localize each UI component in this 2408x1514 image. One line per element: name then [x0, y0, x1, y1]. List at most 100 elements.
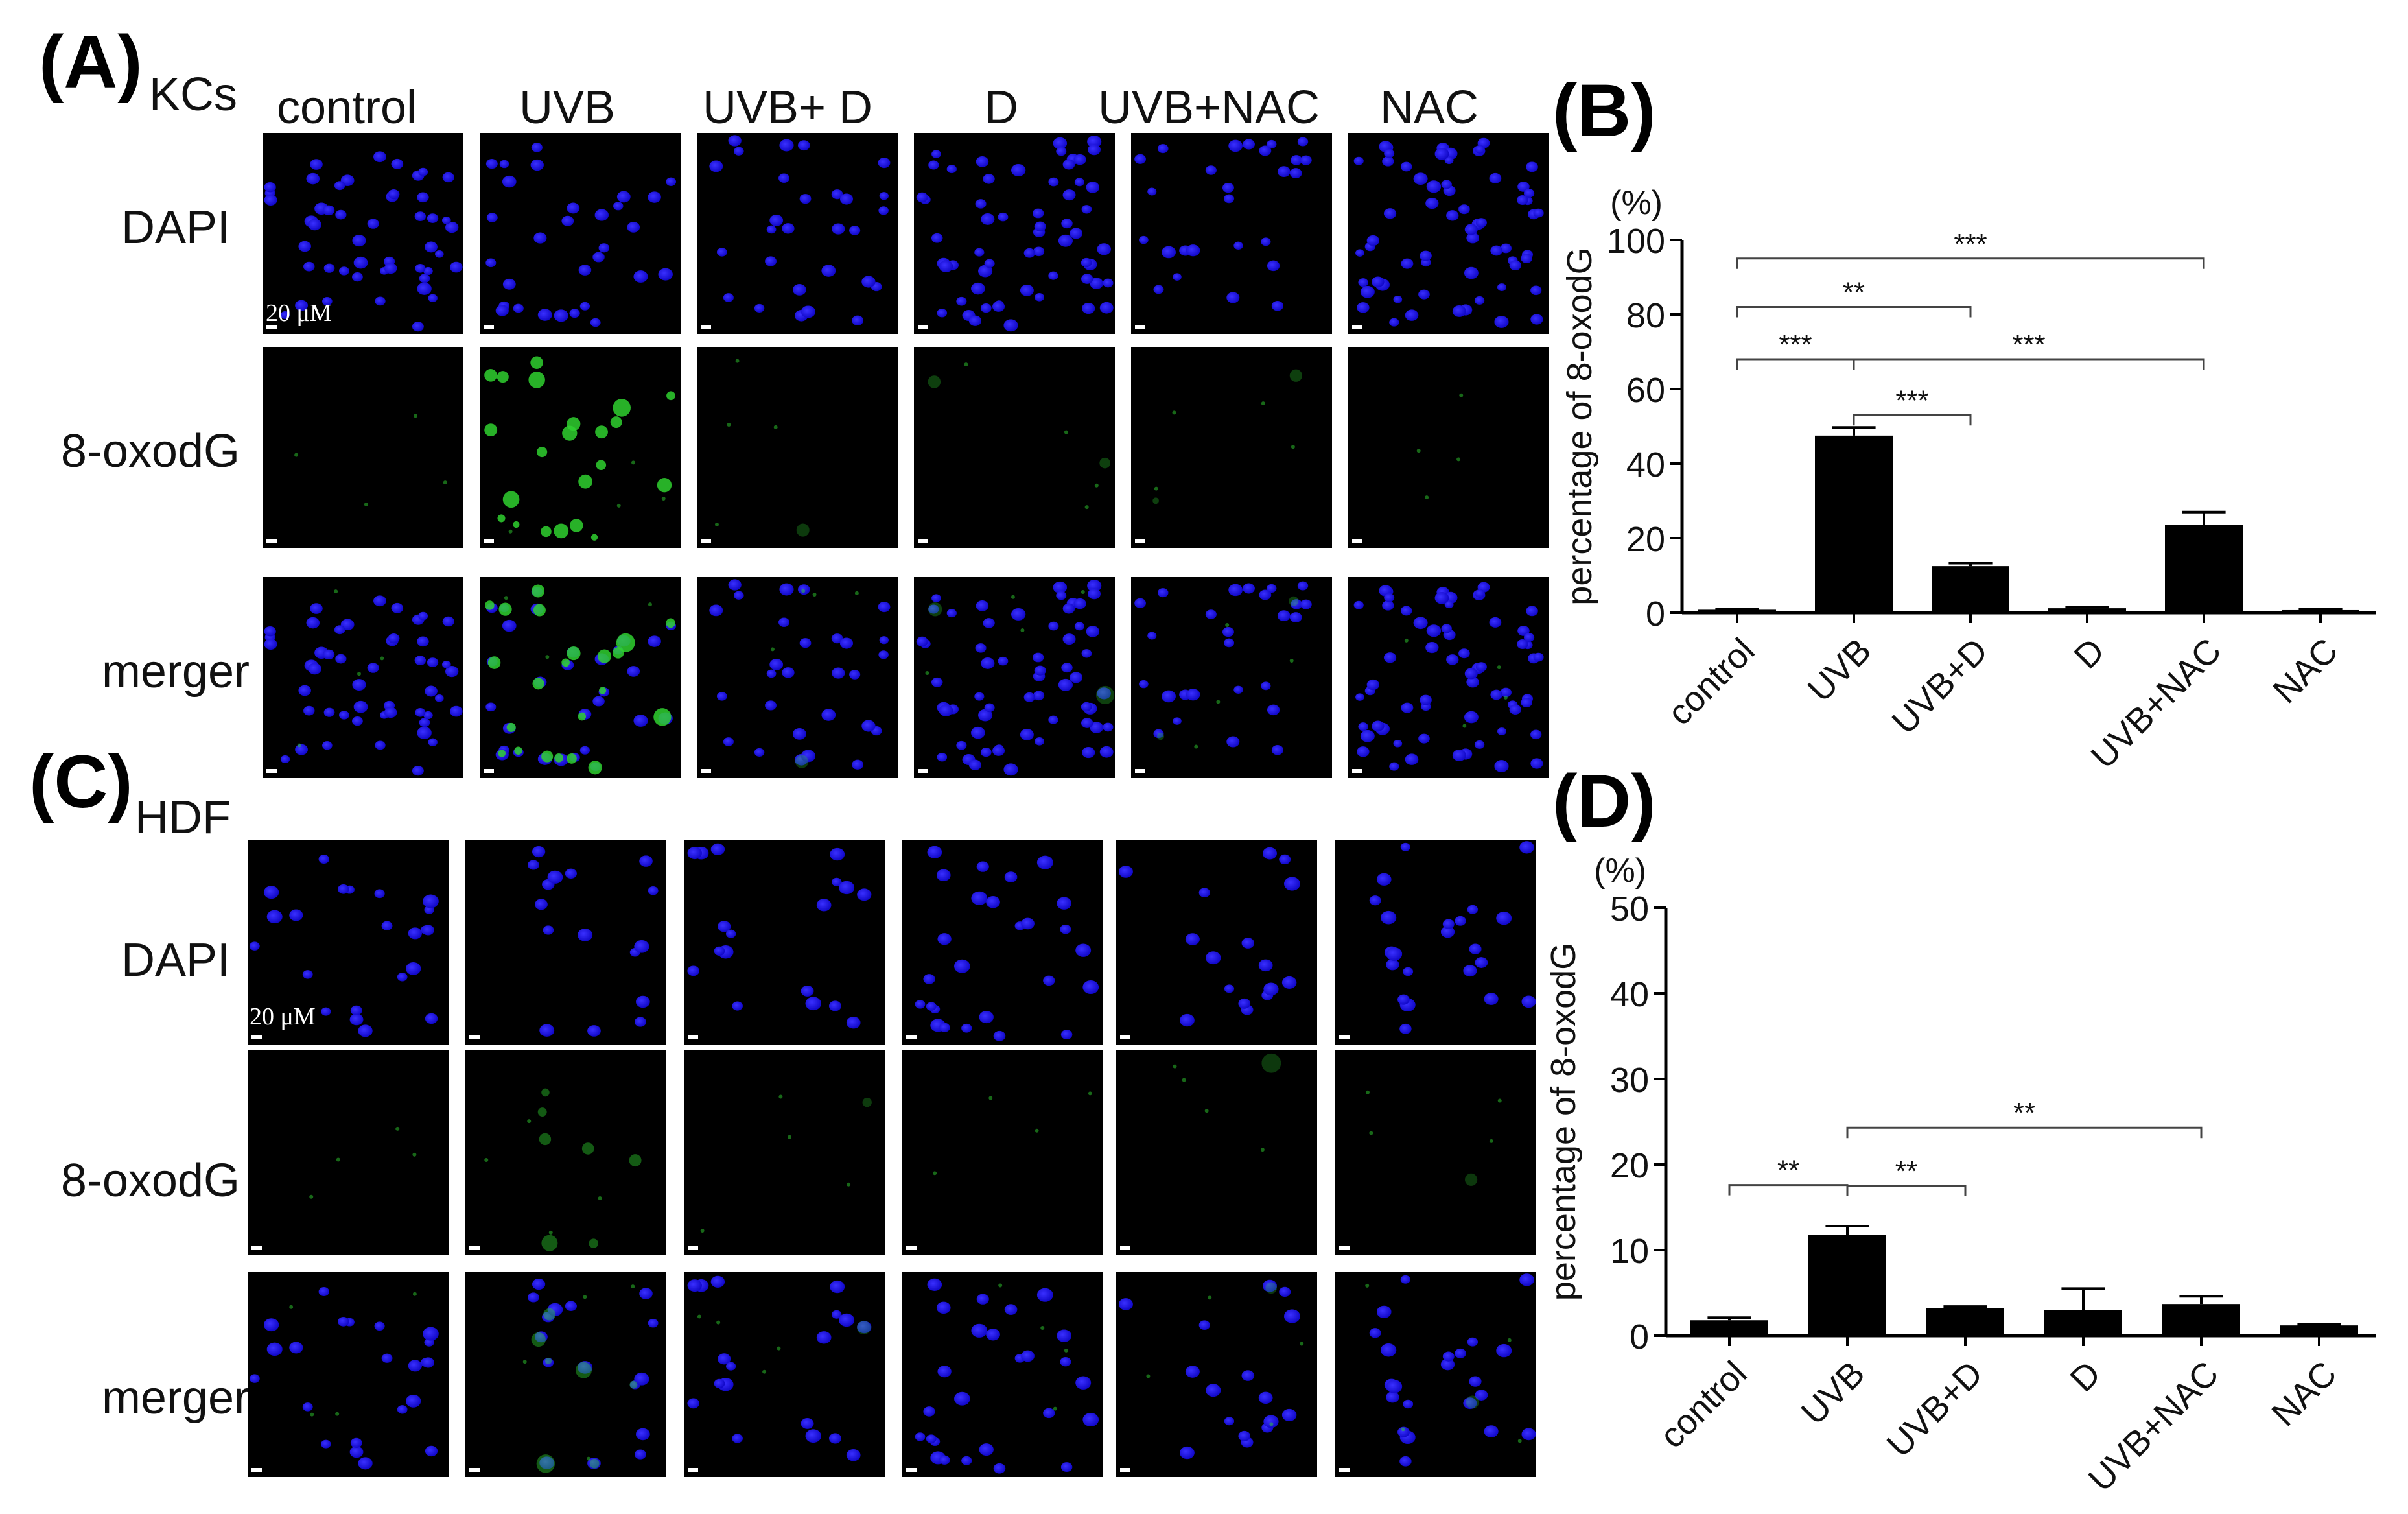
hdf-image-r1-c0: [248, 1050, 449, 1255]
bar-chart-b: 0 20 40 60 80 100(%) percentage of 8-oxodG cont…: [1560, 184, 2376, 776]
hdf-image-r1-c4: [1116, 1050, 1317, 1255]
significance-bracket: **: [1728, 1155, 1849, 1196]
panel-d-letter: (D): [1552, 760, 1656, 843]
kcs-image-r0-c4: [1131, 133, 1332, 334]
significance-bracket: **: [1846, 1155, 1967, 1196]
y-unit-label: (%): [1594, 852, 1646, 890]
bar-UVB+D: [1932, 566, 2009, 613]
hdf-image-r1-c2: [684, 1050, 885, 1255]
significance-label: ***: [1895, 384, 1928, 416]
y-tick-label: 10: [1610, 1232, 1649, 1271]
x-tick-label-UVB: UVB: [1801, 631, 1879, 709]
row-label-oxodg-c: 8-oxodG: [61, 1155, 240, 1207]
significance-bracket: ***: [1736, 228, 2205, 269]
y-unit-label: (%): [1610, 184, 1663, 222]
x-tick-label-UVB+D: UVB+D: [1880, 1354, 1991, 1465]
panel-c-heading: (C) HDF: [29, 740, 231, 844]
column-label-nac: NAC: [1380, 82, 1479, 134]
panel-a-heading: (A) KCs: [39, 21, 237, 121]
bar-NAC: [2282, 609, 2359, 613]
hdf-image-r1-c1: [465, 1050, 666, 1255]
significance-bracket: ***: [1853, 384, 1972, 426]
x-tick-label-control: control: [1652, 1354, 1754, 1456]
significance-label: ***: [2012, 329, 2045, 361]
row-label-dapi-a: DAPI: [121, 202, 230, 254]
bar-UVB: [1808, 1235, 1886, 1336]
column-labels: control UVB UVB+ D D UVB+NAC NAC: [277, 82, 1479, 134]
kcs-image-r1-c1: [480, 347, 681, 548]
bar-UVB+NAC: [2165, 525, 2243, 613]
hdf-image-r2-c0: [248, 1272, 449, 1477]
bar-NAC: [2280, 1325, 2358, 1336]
y-tick-label: 40: [1626, 445, 1665, 484]
hdf-image-r2-c2: [684, 1272, 885, 1477]
row-labels-c: DAPI 8-oxodG merger: [61, 934, 250, 1424]
bar-control: [1690, 1320, 1768, 1336]
y-tick-label: 60: [1626, 371, 1665, 410]
row-label-oxodg-a: 8-oxodG: [61, 425, 240, 477]
column-label-uvb-nac: UVB+NAC: [1098, 82, 1320, 134]
kcs-image-r0-c2: [697, 133, 898, 334]
bar-D: [2044, 1310, 2122, 1336]
hdf-image-r0-c3: [902, 840, 1103, 1045]
kcs-image-r0-c5: [1348, 133, 1549, 334]
y-tick-label: 80: [1626, 296, 1665, 335]
kcs-image-r1-c3: [914, 347, 1115, 548]
y-axis-title: percentage of 8-oxodG: [1544, 943, 1583, 1301]
y-axis-title: percentage of 8-oxodG: [1560, 247, 1599, 605]
significance-label: ***: [1954, 228, 1987, 260]
panel-a-cell-type: KCs: [149, 69, 237, 121]
column-label-uvb-d: UVB+ D: [703, 82, 872, 134]
significance-label: **: [2013, 1097, 2035, 1129]
row-label-merger-c: merger: [102, 1372, 250, 1424]
y-tick-label: 20: [1626, 520, 1665, 559]
x-tick-label-D: D: [2063, 1354, 2108, 1399]
scale-bar-label-c: 20 μM: [250, 1003, 316, 1030]
panel-c-cell-type: HDF: [135, 792, 231, 844]
kcs-image-r1-c0: [263, 347, 463, 548]
y-tick-label: 20: [1610, 1146, 1649, 1185]
x-tick-label-UVB+D: UVB+D: [1885, 631, 1996, 742]
row-label-merger-a: merger: [102, 646, 250, 698]
kcs-image-r2-c2: [697, 577, 898, 778]
kcs-image-r0-c3: [914, 133, 1115, 334]
kcs-image-r1-c5: [1348, 347, 1549, 548]
kcs-image-r1-c4: [1131, 347, 1332, 548]
panel-c-letter: (C): [29, 740, 133, 823]
hdf-image-r0-c5: [1335, 840, 1536, 1045]
significance-bracket: **: [1736, 277, 1972, 318]
hdf-image-r2-c1: [465, 1272, 666, 1477]
kcs-image-r2-c0: [263, 577, 463, 778]
column-label-control: control: [277, 82, 417, 134]
bar-control: [1698, 609, 1776, 613]
hdf-image-r0-c4: [1116, 840, 1317, 1045]
hdf-image-r2-c4: [1116, 1272, 1317, 1477]
bar-UVB+D: [1926, 1308, 2004, 1336]
significance-bracket: **: [1846, 1097, 2203, 1139]
hdf-image-r0-c2: [684, 840, 885, 1045]
hdf-image-r0-c0: [248, 840, 449, 1045]
x-tick-label-NAC: NAC: [2265, 631, 2345, 711]
y-tick-label: 0: [1646, 595, 1665, 633]
x-tick-label-UVB: UVB: [1794, 1354, 1873, 1432]
column-label-uvb: UVB: [519, 82, 615, 134]
significance-bracket: ***: [1736, 329, 1855, 370]
kcs-image-r2-c3: [914, 577, 1115, 778]
panel-a-letter: (A): [39, 21, 143, 104]
bar-D: [2048, 608, 2126, 613]
bar-UVB+NAC: [2162, 1304, 2240, 1336]
column-label-d: D: [985, 82, 1018, 134]
kcs-image-r1-c2: [697, 347, 898, 548]
significance-label: **: [1777, 1155, 1799, 1187]
hdf-image-r0-c1: [465, 840, 666, 1045]
significance-label: **: [1843, 277, 1865, 309]
microscopy-grid-kcs: [263, 133, 1549, 778]
scale-bar-label-a: 20 μM: [266, 300, 332, 327]
hdf-image-r2-c5: [1335, 1272, 1536, 1477]
hdf-image-r1-c5: [1335, 1050, 1536, 1255]
bar-UVB: [1815, 435, 1893, 613]
y-tick-label: 100: [1607, 222, 1665, 261]
hdf-image-r2-c3: [902, 1272, 1103, 1477]
bar-chart-d: 0 10 20 30 40 50(%) percentage of 8-oxodG contr…: [1544, 852, 2376, 1499]
